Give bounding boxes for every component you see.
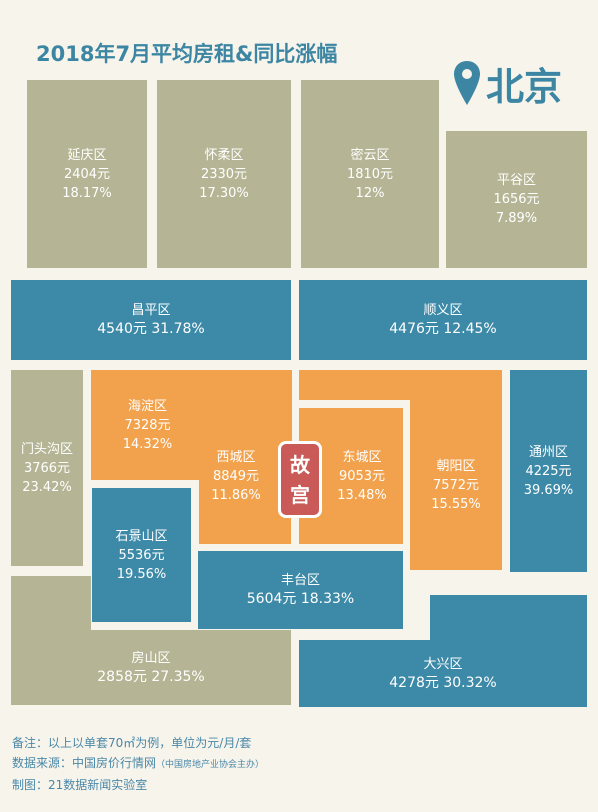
city-label: 北京: [452, 57, 562, 109]
footer-note: 备注：以上以单套70㎡为例，单位为元/月/套: [12, 736, 252, 750]
district-rent: 9053元: [338, 468, 386, 484]
district-name: 丰台区: [280, 573, 320, 588]
district-rent-growth: 5604元 18.33%: [246, 591, 355, 607]
district-name: 西城区: [216, 449, 256, 465]
district-growth: 12%: [355, 185, 385, 201]
district-fangshan-upper: [11, 576, 91, 630]
district-growth: 18.17%: [62, 185, 112, 201]
district-daxing: 大兴区 4278元 30.32%: [299, 640, 587, 707]
district-growth: 15.55%: [431, 496, 481, 512]
district-growth: 23.42%: [22, 479, 72, 495]
district-rent: 7572元: [432, 477, 480, 493]
location-pin-icon: [454, 61, 480, 105]
district-name: 怀柔区: [204, 147, 244, 163]
district-growth: 39.69%: [523, 482, 574, 498]
gugong-marker: 故 宫: [278, 441, 322, 518]
district-rent: 3766元: [23, 460, 71, 476]
footer-source: 数据来源：中国房价行情网（中国房地产业协会主办）: [12, 753, 264, 775]
district-chaoyang-top: [299, 370, 502, 400]
district-name: 通州区: [528, 444, 568, 460]
district-changping: 昌平区 4540元 31.78%: [11, 280, 291, 360]
district-growth: 7.89%: [495, 211, 538, 226]
district-rent-growth: 4540元 31.78%: [97, 321, 205, 337]
district-rent: 8849元: [212, 468, 260, 484]
district-name: 东城区: [342, 449, 382, 465]
district-name: 大兴区: [423, 656, 463, 672]
district-miyun: 密云区 1810元 12%: [301, 80, 439, 268]
district-growth: 17.30%: [199, 185, 249, 201]
district-shijingshan: 石景山区 5536元 19.56%: [92, 488, 191, 622]
district-rent-growth: 2858元 27.35%: [97, 668, 205, 685]
district-rent: 1656元: [493, 192, 540, 207]
district-rent: 1810元: [346, 166, 394, 182]
district-rent: 7328元: [124, 417, 171, 433]
district-rent: 2330元: [200, 166, 248, 182]
district-name: 平谷区: [496, 173, 536, 188]
district-name: 延庆区: [67, 147, 107, 163]
district-growth: 13.48%: [337, 487, 387, 503]
district-rent: 5536元: [118, 547, 165, 563]
footer: 备注：以上以单套70㎡为例，单位为元/月/套 数据来源：中国房价行情网（中国房地…: [12, 733, 264, 795]
district-chaoyang: 朝阳区 7572元 15.55%: [410, 400, 502, 570]
district-fangshan: 房山区 2858元 27.35%: [11, 630, 291, 705]
district-growth: 14.32%: [122, 436, 173, 452]
district-pinggu: 平谷区 1656元 7.89%: [446, 131, 587, 268]
district-shunyi: 顺义区 4476元 12.45%: [299, 280, 587, 360]
district-fengtai: 丰台区 5604元 18.33%: [198, 551, 403, 629]
district-daxing-upper: [430, 595, 587, 640]
district-rent: 4225元: [525, 463, 572, 479]
district-tongzhou: 通州区 4225元 39.69%: [510, 370, 587, 572]
footer-source-label: 数据来源：中国房价行情网: [12, 756, 157, 770]
page-title: 2018年7月平均房租&同比涨幅: [36, 42, 338, 66]
district-name: 密云区: [350, 147, 390, 163]
footer-source-sub: （中国房地产业协会主办）: [156, 760, 265, 770]
district-name: 石景山区: [115, 528, 168, 544]
city-name: 北京: [486, 64, 563, 109]
district-yanqing: 延庆区 2404元 18.17%: [27, 80, 147, 268]
district-mentougou: 门头沟区 3766元 23.42%: [11, 370, 83, 566]
district-rent: 2404元: [63, 166, 111, 182]
gugong-char-1: 故: [290, 452, 310, 477]
district-name: 房山区: [131, 650, 171, 666]
district-name: 门头沟区: [20, 441, 73, 457]
district-xicheng: 西城区 8849元 11.86%: [199, 408, 291, 544]
district-rent-growth: 4278元 30.32%: [389, 674, 497, 691]
district-rent-growth: 4476元 12.45%: [389, 321, 497, 337]
district-name: 朝阳区: [436, 458, 476, 474]
footer-credit: 制图：21数据新闻实验室: [12, 778, 148, 792]
district-huairou: 怀柔区 2330元 17.30%: [157, 80, 291, 268]
district-name: 海淀区: [127, 398, 167, 414]
district-growth: 11.86%: [211, 487, 261, 503]
district-growth: 19.56%: [116, 566, 167, 582]
district-name: 昌平区: [131, 303, 171, 318]
district-name: 顺义区: [423, 303, 463, 318]
gugong-char-2: 宫: [290, 482, 310, 507]
